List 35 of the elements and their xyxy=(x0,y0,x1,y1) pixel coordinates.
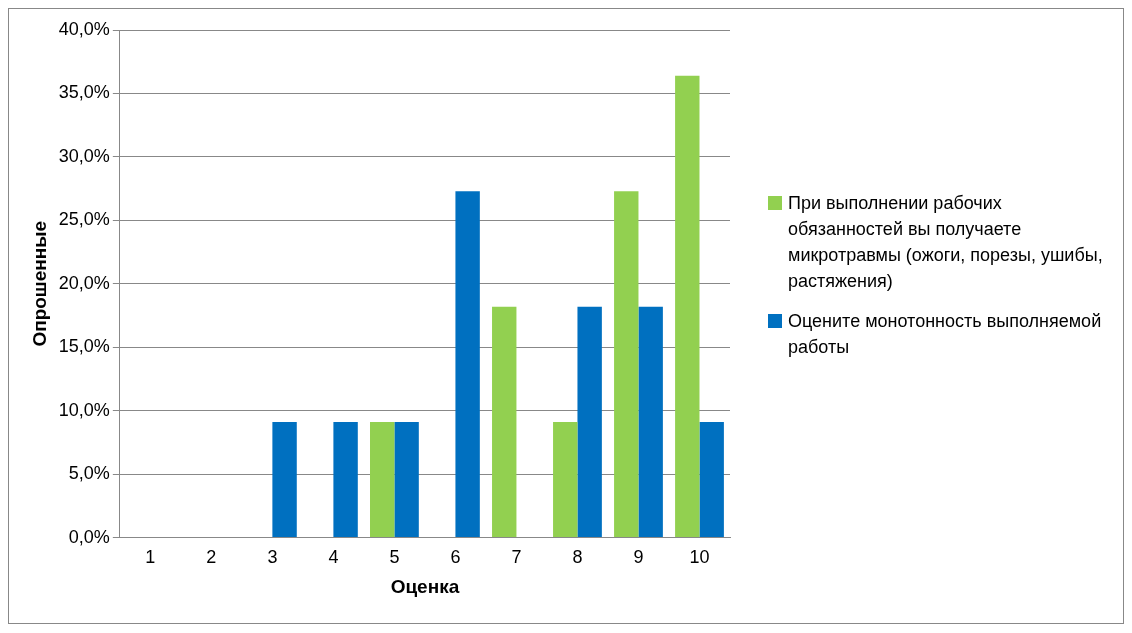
bar xyxy=(675,75,700,538)
bar xyxy=(614,191,639,538)
y-tick-label: 30,0% xyxy=(58,145,110,166)
y-tick-label: 40,0% xyxy=(58,18,110,39)
x-tick-label: 6 xyxy=(450,547,461,568)
x-tick-label: 8 xyxy=(572,547,583,568)
x-tick-label: 4 xyxy=(328,547,339,568)
x-tick-label: 1 xyxy=(145,547,156,568)
legend-label: При выполнении рабочих обязанностей вы получаете микротравмы (ожоги, порезы, ушибы, растяжения) xyxy=(788,192,1104,293)
bar xyxy=(492,306,517,538)
y-axis-title: Опрошенные xyxy=(28,220,50,347)
x-tick-label: 7 xyxy=(511,547,522,568)
bar xyxy=(553,422,578,538)
bar xyxy=(638,306,663,538)
x-axis-title: Оценка xyxy=(390,575,460,597)
bar xyxy=(272,422,297,538)
bar xyxy=(699,422,724,538)
legend-label: Оцените монотонность выполняемой работы xyxy=(788,310,1103,359)
y-tick-label: 5,0% xyxy=(68,463,110,484)
y-tick-label: 10,0% xyxy=(58,399,110,420)
y-tick-label: 35,0% xyxy=(58,82,110,103)
y-tick-label: 25,0% xyxy=(58,209,110,230)
y-tick-label: 20,0% xyxy=(58,272,110,293)
x-tick-label: 9 xyxy=(633,547,644,568)
x-tick-label: 2 xyxy=(206,547,217,568)
x-tick-label: 3 xyxy=(267,547,278,568)
y-tick-label: 15,0% xyxy=(58,336,110,357)
bar xyxy=(577,306,602,538)
x-tick-label: 10 xyxy=(689,547,710,568)
y-tick-label: 0,0% xyxy=(68,526,110,547)
bar xyxy=(370,422,395,538)
bar xyxy=(455,191,480,538)
x-tick-label: 5 xyxy=(389,547,400,568)
bar xyxy=(333,422,358,538)
bar xyxy=(394,422,419,538)
